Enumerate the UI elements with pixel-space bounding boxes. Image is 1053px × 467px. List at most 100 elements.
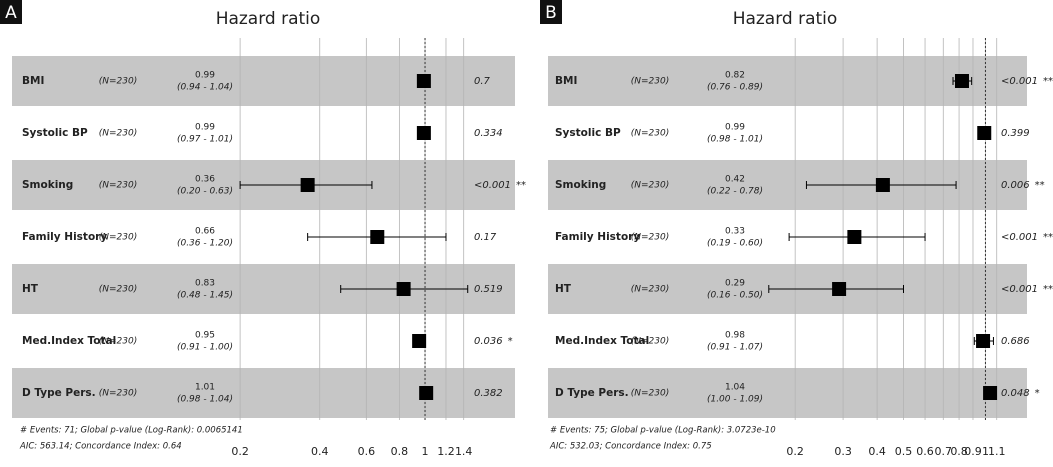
row-name: D Type Pers. — [555, 387, 629, 399]
x-tick-label: 0.2 — [786, 445, 804, 458]
hr-marker — [976, 334, 991, 348]
n-label: (N=230) — [99, 337, 137, 347]
p-value-text: 0.519 — [474, 284, 503, 295]
hr-label: 0.36 — [195, 175, 215, 185]
hr-marker — [370, 230, 385, 244]
x-tick-label: 0.7 — [935, 445, 953, 458]
hr-marker — [954, 74, 969, 88]
hr-label: 0.99 — [195, 71, 215, 81]
p-value-text: 0.382 — [474, 388, 503, 399]
p-value: 0.686 — [1001, 336, 1030, 347]
hr-label: 0.82 — [725, 71, 745, 81]
significance-stars: ** — [1043, 232, 1053, 243]
p-value: 0.382 — [474, 388, 503, 399]
ci-label: (0.48 - 1.45) — [177, 291, 233, 301]
n-label: (N=230) — [99, 129, 137, 139]
p-value-text: 0.006 ** — [1001, 180, 1045, 191]
ci-label: (0.97 - 1.01) — [177, 135, 233, 145]
x-tick-label: 0.9 — [964, 445, 982, 458]
hr-marker — [847, 230, 862, 244]
row-name: Smoking — [22, 179, 73, 191]
n-label: (N=230) — [631, 285, 669, 295]
p-value: 0.048 — [1001, 388, 1030, 399]
n-label: (N=230) — [631, 337, 669, 347]
panel-label-box — [0, 0, 22, 24]
n-label: (N=230) — [631, 233, 669, 243]
row-name: BMI — [22, 75, 44, 87]
p-value: <0.001 — [1001, 284, 1038, 295]
row-stripe — [548, 56, 1027, 106]
row-name: Med.Index Total — [555, 335, 649, 347]
ci-label: (0.76 - 0.89) — [707, 83, 763, 93]
x-tick-label: 0.8 — [391, 445, 409, 458]
ci-label: (0.98 - 1.01) — [707, 135, 763, 145]
hr-marker — [977, 126, 992, 140]
x-tick-label: 0.3 — [834, 445, 852, 458]
hr-label: 0.99 — [195, 123, 215, 133]
x-tick-label: 1.2 — [437, 445, 455, 458]
n-label: (N=230) — [99, 389, 137, 399]
hr-label: 0.98 — [725, 331, 745, 341]
hr-marker — [416, 74, 431, 88]
x-tick-label: 1.4 — [455, 445, 473, 458]
significance-stars: ** — [516, 180, 526, 191]
x-tick-label: 1 — [422, 445, 429, 458]
panel-label: B — [545, 3, 557, 23]
ci-label: (0.94 - 1.04) — [177, 83, 233, 93]
hr-marker — [875, 178, 890, 192]
ci-label: (0.91 - 1.07) — [707, 343, 763, 353]
n-label: (N=230) — [99, 233, 137, 243]
footer-note: AIC: 563.14; Concordance Index: 0.64 — [19, 442, 182, 452]
ci-label: (0.20 - 0.63) — [177, 187, 233, 197]
chart-title: Hazard ratio — [216, 9, 321, 29]
row-name: BMI — [555, 75, 577, 87]
hr-marker — [300, 178, 315, 192]
hr-label: 1.04 — [725, 383, 745, 393]
forest-panel: A Hazard ratio 0.2 0.4 0.6 0.8 1 1.2 1.4 BMI (N=23… — [0, 0, 526, 458]
significance-stars: * — [508, 336, 513, 347]
p-value: 0.036 — [474, 336, 503, 347]
hr-marker — [416, 126, 431, 140]
row-name: Smoking — [555, 179, 606, 191]
p-value: <0.001 — [1001, 232, 1038, 243]
p-value: 0.7 — [474, 76, 491, 87]
n-label: (N=230) — [631, 129, 669, 139]
ci-label: (0.19 - 0.60) — [707, 239, 763, 249]
n-label: (N=230) — [631, 389, 669, 399]
row-name: Systolic BP — [555, 127, 621, 139]
hr-label: 0.83 — [195, 279, 215, 289]
hr-marker — [412, 334, 427, 348]
row-name: Med.Index Total — [22, 335, 116, 347]
p-value-text: 0.399 — [1001, 128, 1030, 139]
row-name: Family History — [555, 231, 640, 243]
p-value: 0.17 — [474, 232, 497, 243]
hr-label: 1.01 — [195, 383, 215, 393]
p-value: 0.399 — [1001, 128, 1030, 139]
p-value-text: 0.686 — [1001, 336, 1030, 347]
x-tick-label: 0.4 — [311, 445, 329, 458]
ci-label: (0.36 - 1.20) — [177, 239, 233, 249]
footer-note: AIC: 532.03; Concordance Index: 0.75 — [549, 442, 712, 452]
panel-label-box — [540, 0, 562, 24]
n-label: (N=230) — [631, 77, 669, 87]
p-value-text: 0.334 — [474, 128, 503, 139]
p-value: <0.001 — [1001, 76, 1038, 87]
p-value-text: 0.17 — [474, 232, 497, 243]
row-name: HT — [22, 283, 39, 295]
hr-label: 0.95 — [195, 331, 215, 341]
hr-marker — [396, 282, 411, 296]
ci-label: (0.16 - 0.50) — [707, 291, 763, 301]
p-value-text: 0.048 * — [1001, 388, 1040, 399]
p-value: 0.519 — [474, 284, 503, 295]
hr-marker — [983, 386, 998, 400]
x-tick-label: 1.1 — [988, 445, 1006, 458]
row-name: HT — [555, 283, 572, 295]
hr-label: 0.99 — [725, 123, 745, 133]
significance-stars: ** — [1043, 284, 1053, 295]
hr-marker — [419, 386, 434, 400]
ci-label: (0.91 - 1.00) — [177, 343, 233, 353]
x-tick-label: 0.5 — [895, 445, 913, 458]
p-value-text: <0.001 ** — [1001, 76, 1053, 87]
n-label: (N=230) — [99, 285, 137, 295]
